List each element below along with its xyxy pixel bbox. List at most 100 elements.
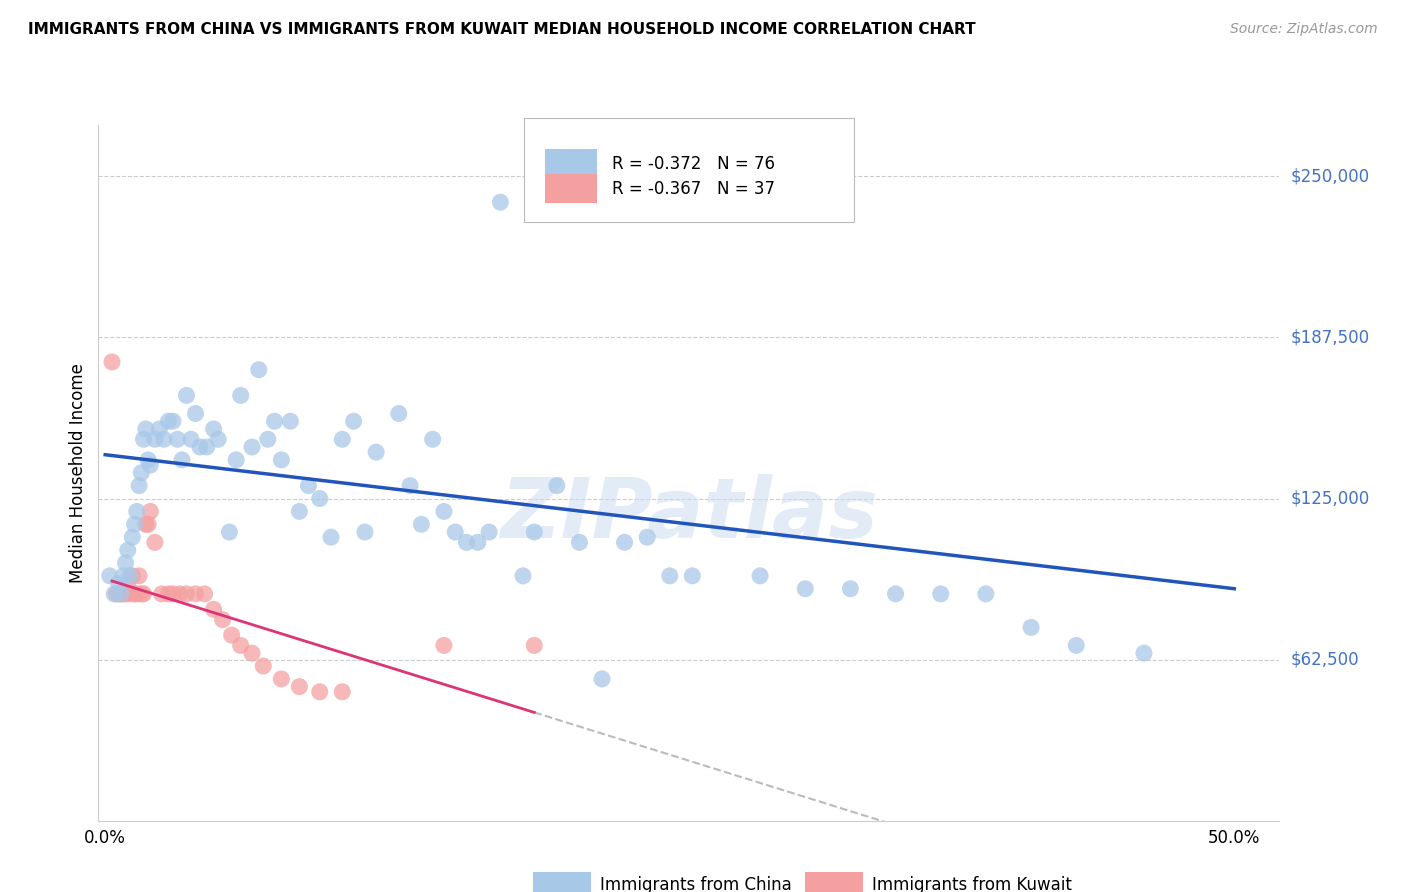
Point [110, 587, 132, 601]
Point [193, 587, 215, 601]
Text: R = -0.367   N = 37: R = -0.367 N = 37 [612, 180, 775, 198]
Point [433, 639, 456, 653]
Point [176, 388, 198, 402]
Point [308, 491, 330, 506]
Point [229, 639, 252, 653]
Point [169, 587, 191, 601]
Point [929, 587, 952, 601]
Point [184, 407, 207, 421]
Point [591, 672, 613, 686]
Point [270, 453, 292, 467]
Point [1064, 639, 1087, 653]
Point [135, 517, 157, 532]
Point [148, 422, 170, 436]
Text: ZIPatlas: ZIPatlas [501, 474, 877, 555]
Text: IMMIGRANTS FROM CHINA VS IMMIGRANTS FROM KUWAIT MEDIAN HOUSEHOLD INCOME CORRELAT: IMMIGRANTS FROM CHINA VS IMMIGRANTS FROM… [28, 22, 976, 37]
Point [118, 587, 141, 601]
Point [112, 569, 135, 583]
Point [456, 535, 478, 549]
Point [467, 535, 489, 549]
Text: $125,000: $125,000 [1291, 490, 1369, 508]
Point [681, 569, 703, 583]
Point [330, 685, 353, 699]
Point [636, 530, 658, 544]
Point [107, 576, 129, 591]
Point [184, 587, 207, 601]
Point [388, 407, 411, 421]
Point [136, 453, 159, 467]
Point [1019, 620, 1042, 634]
Point [128, 478, 150, 492]
Point [188, 440, 211, 454]
Point [124, 587, 146, 601]
Point [546, 478, 568, 492]
Point [195, 440, 218, 454]
Point [131, 466, 153, 480]
Point [132, 432, 155, 446]
Point [101, 355, 124, 369]
Point [128, 569, 150, 583]
FancyBboxPatch shape [533, 872, 591, 892]
Point [342, 414, 364, 428]
Point [308, 685, 330, 699]
Point [139, 458, 162, 472]
Point [153, 432, 176, 446]
Point [110, 587, 132, 601]
Point [433, 504, 456, 518]
Point [211, 613, 233, 627]
Point [132, 587, 155, 601]
Y-axis label: Median Household Income: Median Household Income [69, 363, 87, 582]
Point [202, 422, 225, 436]
Point [112, 587, 135, 601]
FancyBboxPatch shape [804, 872, 862, 892]
Point [207, 432, 229, 446]
Text: $250,000: $250,000 [1291, 168, 1369, 186]
Point [121, 569, 143, 583]
Point [202, 602, 225, 616]
Point [131, 587, 153, 601]
Point [399, 478, 422, 492]
Text: $187,500: $187,500 [1291, 328, 1369, 346]
Point [240, 646, 263, 660]
Point [297, 478, 319, 492]
Point [523, 639, 546, 653]
Point [135, 422, 157, 436]
Text: Source: ZipAtlas.com: Source: ZipAtlas.com [1230, 22, 1378, 37]
Point [157, 414, 180, 428]
Point [568, 535, 591, 549]
Point [125, 587, 148, 601]
Point [150, 587, 173, 601]
Point [157, 587, 180, 601]
FancyBboxPatch shape [546, 149, 596, 178]
Point [117, 543, 139, 558]
Point [280, 414, 302, 428]
FancyBboxPatch shape [523, 118, 855, 222]
Point [143, 535, 166, 549]
Point [411, 517, 433, 532]
Point [218, 524, 240, 539]
Point [256, 432, 278, 446]
Point [121, 530, 143, 544]
Text: $62,500: $62,500 [1291, 650, 1360, 669]
Point [252, 659, 274, 673]
Point [354, 524, 377, 539]
Point [117, 576, 139, 591]
Point [107, 587, 129, 601]
Point [103, 587, 125, 601]
Point [478, 524, 501, 539]
Point [366, 445, 388, 459]
Point [125, 504, 148, 518]
Point [884, 587, 907, 601]
Point [658, 569, 681, 583]
Point [489, 195, 512, 210]
Point [229, 388, 252, 402]
Point [1133, 646, 1156, 660]
Point [240, 440, 263, 454]
Point [166, 432, 188, 446]
Point [114, 587, 136, 601]
Point [523, 524, 546, 539]
Point [124, 517, 146, 532]
Point [749, 569, 772, 583]
Point [512, 569, 534, 583]
Point [143, 432, 166, 446]
